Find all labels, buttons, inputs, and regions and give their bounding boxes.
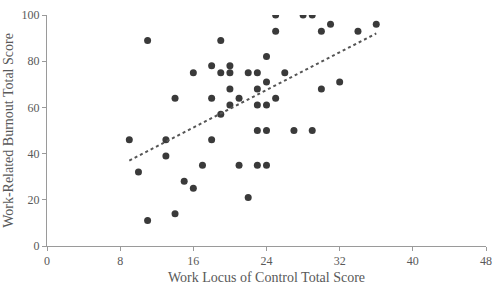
svg-text:80: 80 [28, 54, 40, 68]
svg-text:16: 16 [187, 254, 199, 268]
svg-text:0: 0 [34, 239, 40, 253]
svg-text:Work-Related Burnout Total Sco: Work-Related Burnout Total Score [1, 33, 16, 228]
svg-text:48: 48 [480, 254, 492, 268]
svg-text:32: 32 [334, 254, 346, 268]
svg-text:40: 40 [407, 254, 419, 268]
svg-text:24: 24 [261, 254, 273, 268]
svg-text:0: 0 [44, 254, 50, 268]
svg-text:100: 100 [22, 8, 40, 22]
svg-text:8: 8 [117, 254, 123, 268]
svg-text:60: 60 [28, 101, 40, 115]
svg-text:20: 20 [28, 193, 40, 207]
svg-text:40: 40 [28, 147, 40, 161]
svg-text:Work Locus of Control Total Sc: Work Locus of Control Total Score [168, 270, 365, 285]
